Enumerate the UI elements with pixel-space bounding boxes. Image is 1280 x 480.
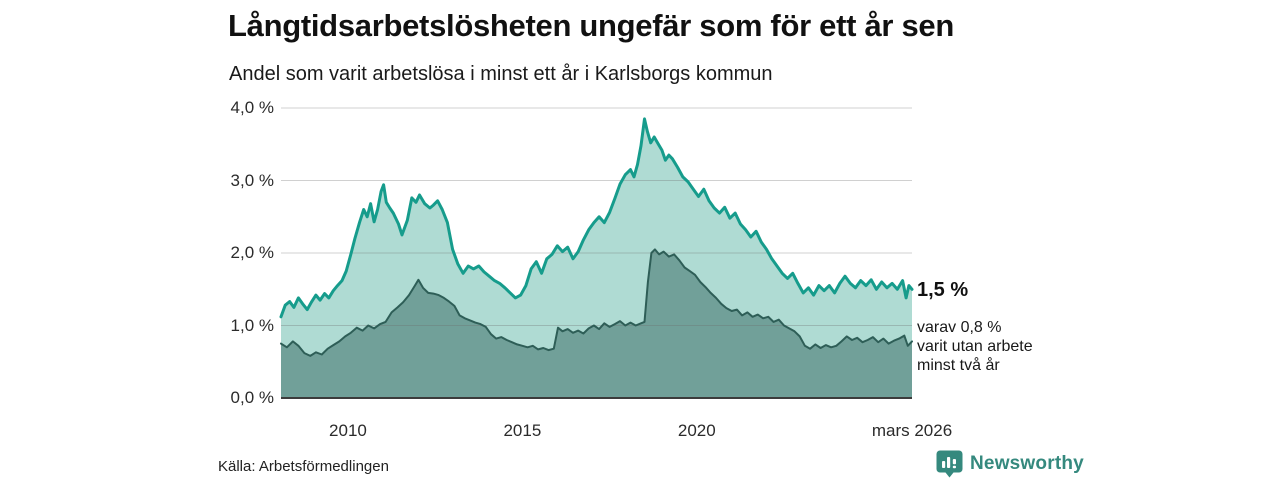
newsworthy-wordmark: Newsworthy bbox=[970, 453, 1084, 474]
x-tick-label: 2015 bbox=[503, 421, 542, 440]
y-tick-label: 4,0 % bbox=[230, 98, 274, 117]
newsworthy-logo: Newsworthy bbox=[936, 449, 1084, 479]
chart-subtitle: Andel som varit arbetslösa i minst ett å… bbox=[229, 63, 773, 85]
two-year-annotation-line: varit utan arbete bbox=[917, 338, 1033, 355]
y-tick-label: 1,0 % bbox=[230, 315, 274, 335]
newsworthy-bar-chart-icon bbox=[936, 450, 963, 478]
two-year-annotation-line: minst två år bbox=[917, 357, 1000, 374]
two-year-series-line bbox=[280, 248, 913, 357]
x-tick-label: mars 2026 bbox=[871, 421, 953, 440]
two-year-annotation-line: varav 0,8 % bbox=[917, 319, 1002, 336]
two-year-series-area bbox=[281, 249, 912, 398]
chart-title: Långtidsarbetslösheten ungefär som för e… bbox=[228, 8, 955, 43]
x-tick-label: 2020 bbox=[677, 421, 716, 440]
latest-value-label: 1,5 % bbox=[917, 279, 969, 301]
two-year-annotation: varav 0,8 % varit utan arbete minst två … bbox=[917, 318, 1033, 375]
y-tick-label: 3,0 % bbox=[230, 170, 274, 190]
source-label: Källa: Arbetsförmedlingen bbox=[218, 458, 389, 475]
y-tick-label: 0,0 % bbox=[230, 388, 274, 407]
total-series-line bbox=[279, 117, 914, 319]
y-tick-label: 2,0 % bbox=[230, 243, 274, 262]
x-tick-label: 2010 bbox=[329, 421, 367, 440]
